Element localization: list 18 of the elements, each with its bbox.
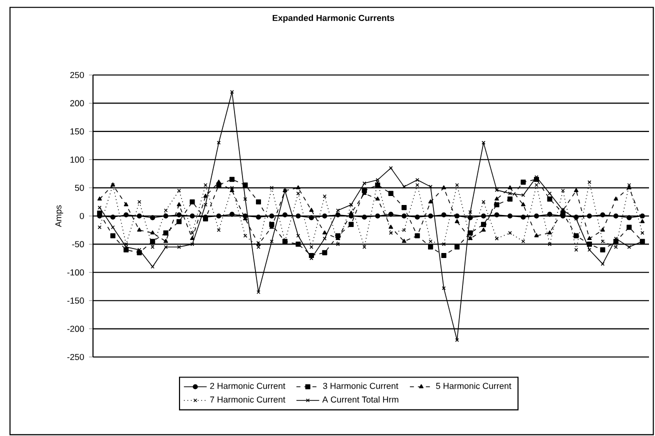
chart-title: Expanded Harmonic Currents <box>272 14 394 23</box>
y-tick-label: -150 <box>67 298 84 304</box>
y-tick-label: 150 <box>70 128 84 134</box>
legend-label: 3 Harmonic Current <box>323 382 398 389</box>
y-tick-label: 0 <box>80 212 84 220</box>
legend-label: 7 Harmonic Current <box>210 396 286 403</box>
y-tick-label: -100 <box>67 269 84 276</box>
y-tick-label: 250 <box>70 72 84 78</box>
y-tick-label: -200 <box>67 326 84 332</box>
y-tick-label: 100 <box>70 156 84 163</box>
y-axis-title: Amps <box>55 205 64 228</box>
y-tick-label: -50 <box>72 241 84 248</box>
y-tick-label: -250 <box>67 354 84 360</box>
y-tick-label: 50 <box>75 184 84 191</box>
legend-label: 2 Harmonic Current <box>210 382 286 389</box>
legend-label: A Current Total Hrm <box>322 396 398 403</box>
y-tick-label: 200 <box>70 100 84 106</box>
legend-label: 5 Harmonic Current <box>436 382 512 389</box>
